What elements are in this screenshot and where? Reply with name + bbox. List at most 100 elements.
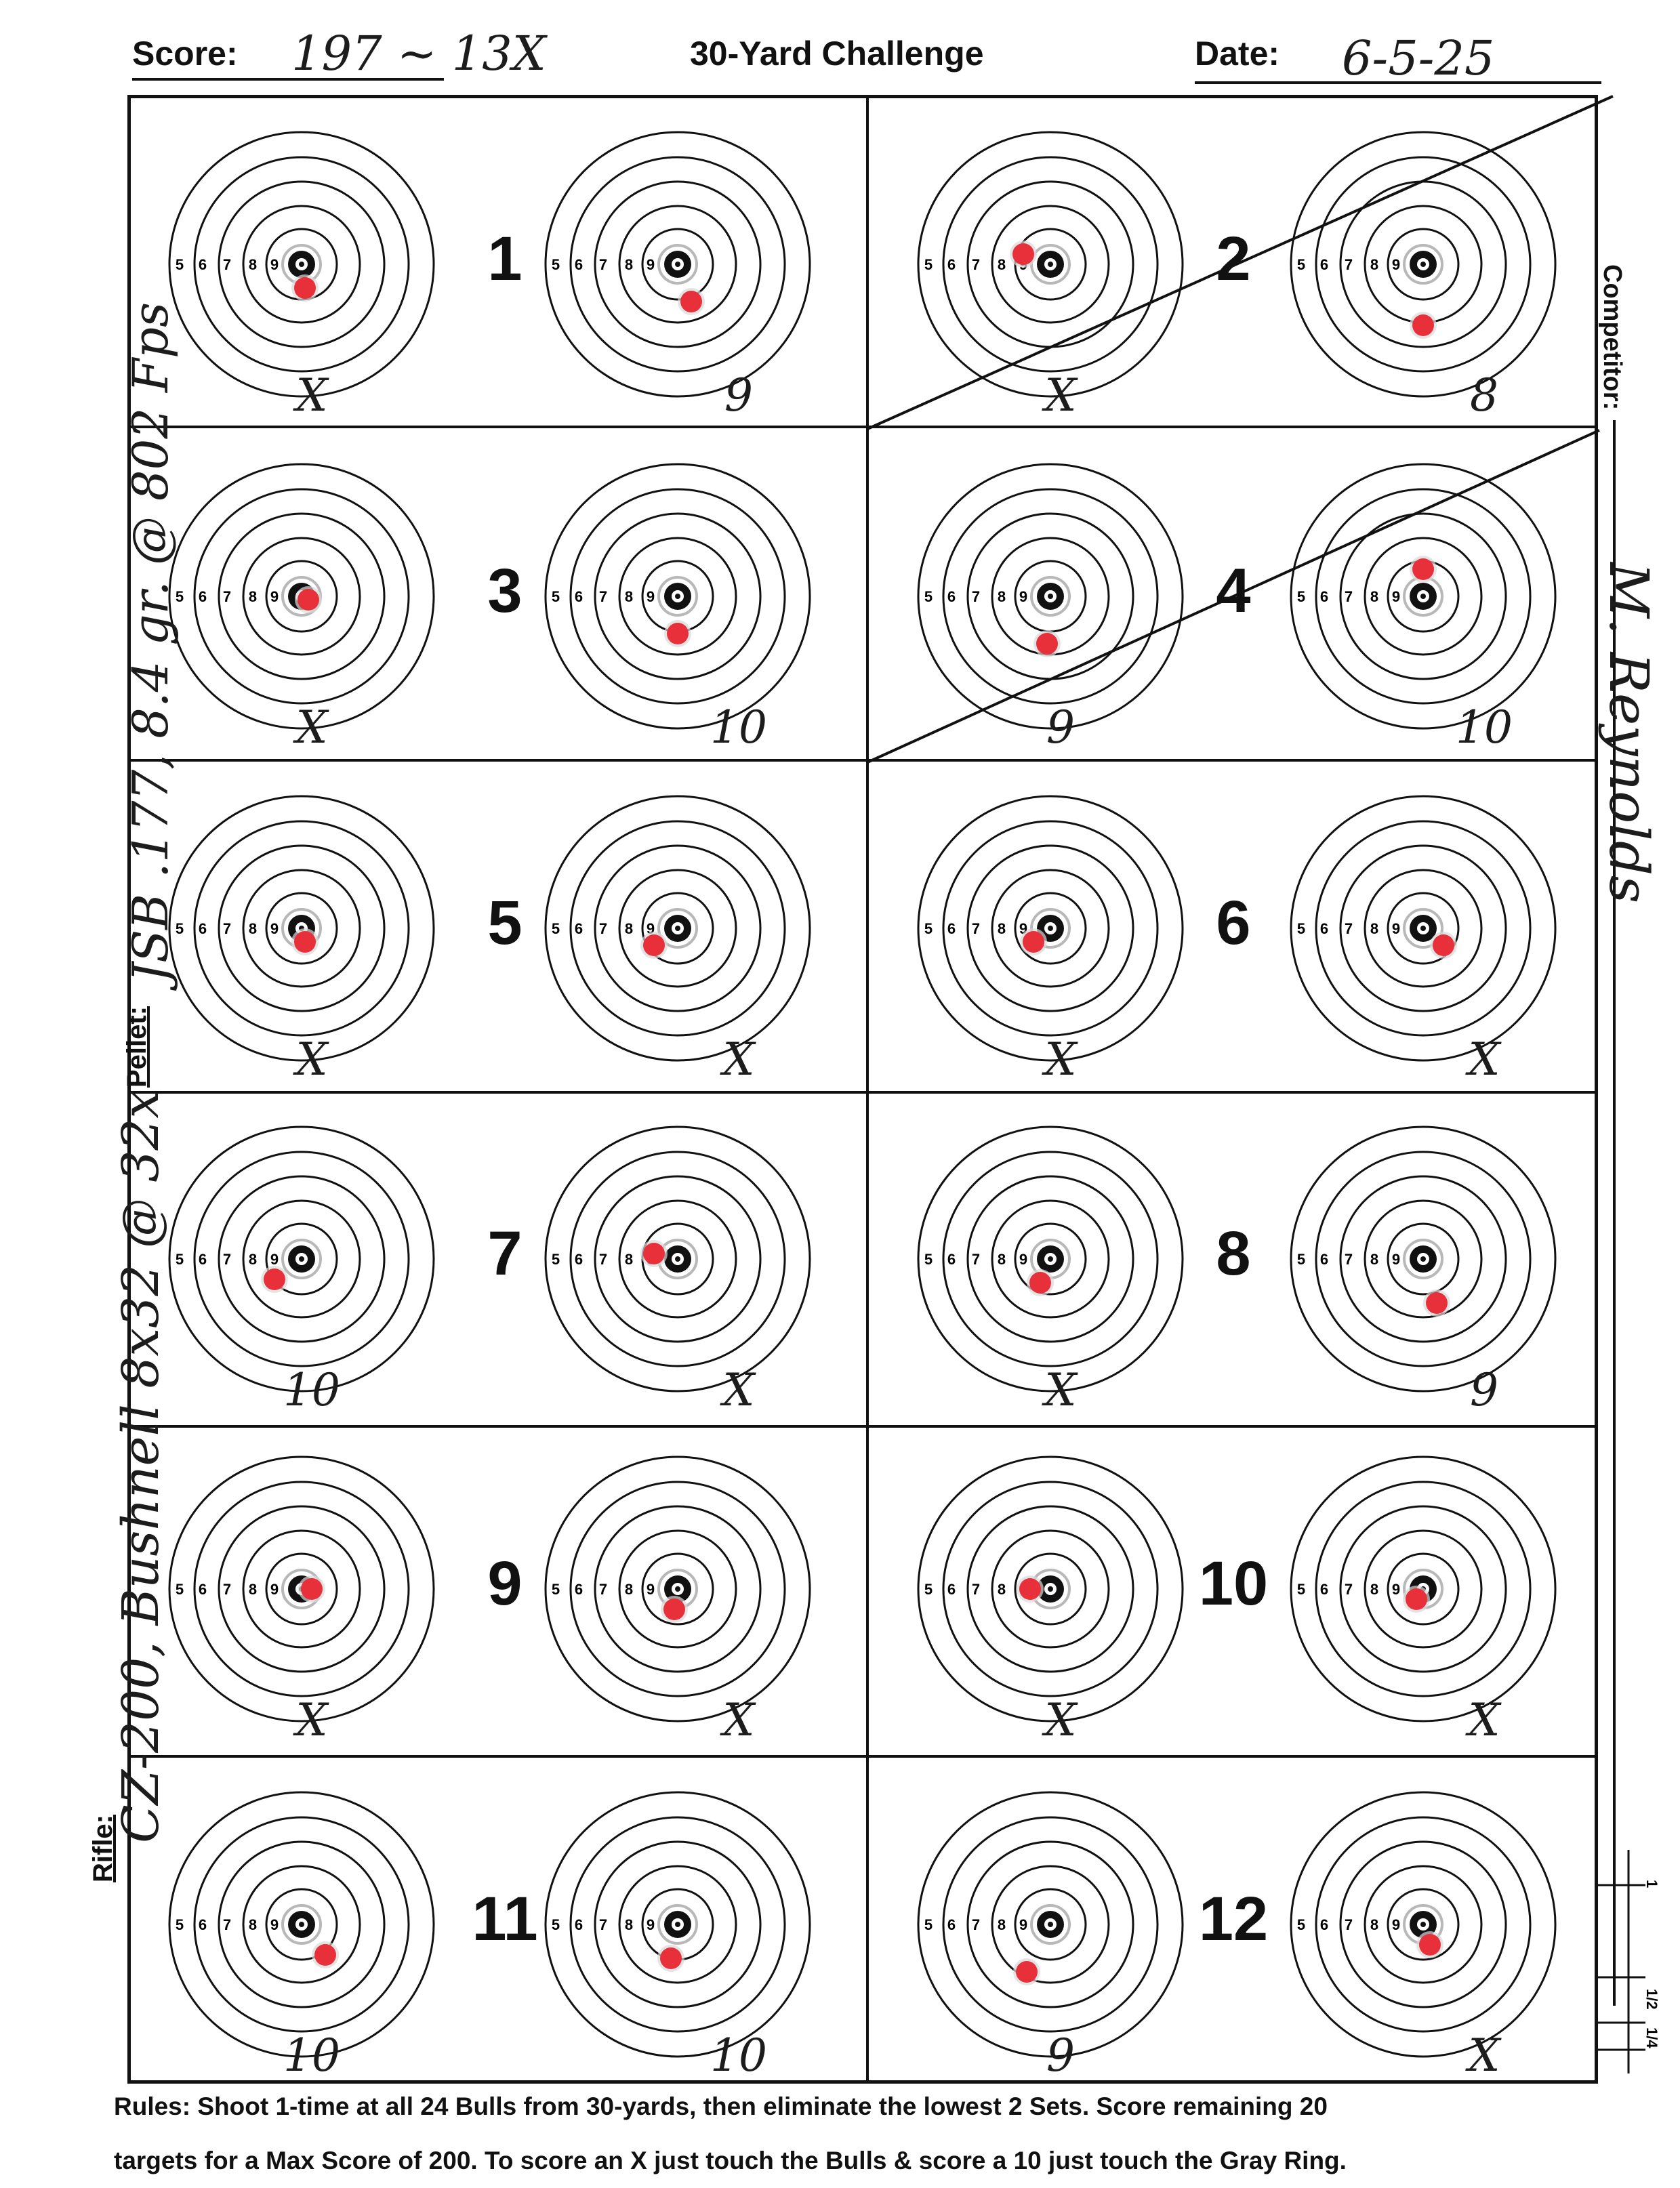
ring-label: 9 (1392, 1916, 1400, 1933)
ring-label: 8 (1370, 256, 1378, 273)
pellet-hole (667, 623, 689, 644)
ring-label: 7 (599, 920, 607, 937)
set-number: 11 (472, 1884, 538, 1954)
ring-label: 7 (1345, 588, 1353, 605)
ring-label: 9 (270, 920, 279, 937)
score-mark: 10 (283, 1364, 340, 1416)
ring-label: 5 (1297, 1251, 1305, 1268)
score-mark: X (295, 1694, 328, 1746)
ring-label: 5 (924, 1916, 933, 1933)
ring-label: 6 (199, 1251, 207, 1268)
ring-label: 7 (972, 920, 980, 937)
ring-label: 7 (599, 1916, 607, 1933)
score-underline (132, 78, 444, 81)
date-value: 6-5-25 (1342, 30, 1495, 86)
score-mark: 9 (724, 369, 753, 421)
pellet-hole (1029, 1272, 1051, 1294)
ring-label: 9 (1392, 256, 1400, 273)
ring-label: 9 (647, 256, 655, 273)
ring-label: 7 (599, 1251, 607, 1268)
score-mark: 8 (1470, 369, 1498, 421)
scale-label: 1 (1643, 1880, 1660, 1888)
ring-label: 6 (1320, 1251, 1328, 1268)
score-mark: 9 (1046, 2029, 1075, 2082)
ring-label: 7 (223, 1251, 231, 1268)
ring-label: 6 (199, 920, 207, 937)
ring-label: 8 (625, 1581, 633, 1598)
grid-center-divider (866, 95, 869, 2084)
ring-label: 8 (625, 588, 633, 605)
score-mark: X (295, 369, 328, 421)
score-value: 197 ~ 13X (291, 26, 546, 81)
pellet-hole (1433, 934, 1454, 956)
score-mark: X (722, 1364, 755, 1416)
ring-label: 7 (972, 1251, 980, 1268)
ring-label: 5 (176, 256, 184, 273)
ring-label: 9 (647, 588, 655, 605)
ring-label: 5 (1297, 920, 1305, 937)
ring-label: 5 (1297, 256, 1305, 273)
score-mark: X (1044, 1694, 1077, 1746)
pellet-hole (301, 1578, 323, 1600)
set-number: 5 (487, 888, 523, 957)
pellet-hole (298, 589, 319, 611)
ring-label: 8 (1370, 1581, 1378, 1598)
ring-label: 9 (1392, 588, 1400, 605)
rules-line-1: Rules: Shoot 1-time at all 24 Bulls from… (114, 2092, 1328, 2120)
ring-label: 7 (223, 1581, 231, 1598)
set-2-strike (867, 95, 1614, 430)
ring-label: 8 (249, 1916, 257, 1933)
measurement-scale: 1 1/2 1/4 (1598, 1850, 1660, 2073)
ring-label: 6 (1320, 256, 1328, 273)
pellet-label: Pellet: (122, 1006, 152, 1088)
ring-label: 8 (1370, 588, 1378, 605)
score-mark: X (295, 1033, 328, 1086)
ring-label: 6 (1320, 920, 1328, 937)
ring-label: 7 (1345, 1251, 1353, 1268)
competitor-value: M. Reynolds (1597, 562, 1660, 904)
ring-label: 7 (972, 1916, 980, 1933)
ring-label: 8 (998, 588, 1006, 605)
ring-label: 5 (924, 588, 933, 605)
grid-row-divider (127, 426, 1598, 428)
ring-label: 8 (998, 1251, 1006, 1268)
ring-label: 7 (1345, 1916, 1353, 1933)
ring-label: 8 (1370, 1916, 1378, 1933)
ring-label: 9 (270, 256, 279, 273)
ring-label: 8 (249, 1251, 257, 1268)
pellet-hole (264, 1268, 285, 1290)
ring-label: 6 (575, 1916, 583, 1933)
competitor-label: Competitor: (1598, 264, 1626, 411)
ring-label: 5 (552, 1581, 560, 1598)
pellet-hole (1419, 1934, 1441, 1956)
ring-label: 5 (176, 1251, 184, 1268)
pellet-hole (680, 291, 702, 312)
ring-label: 9 (1392, 1581, 1400, 1598)
ring-label: 9 (270, 1251, 279, 1268)
score-mark: X (295, 701, 328, 754)
date-underline (1195, 81, 1601, 84)
ring-label: 9 (647, 1581, 655, 1598)
pellet-hole (643, 934, 665, 956)
ring-label: 8 (625, 1251, 633, 1268)
ring-label: 9 (1019, 1916, 1027, 1933)
ring-label: 7 (599, 1581, 607, 1598)
sheet-title: 30-Yard Challenge (690, 35, 984, 73)
rifle-value: CZ-200, Bushnell 8x32 @ 32x (112, 1090, 170, 1843)
ring-label: 5 (924, 1581, 933, 1598)
ring-label: 6 (947, 588, 956, 605)
ring-label: 7 (1345, 920, 1353, 937)
pellet-hole (663, 1598, 685, 1620)
pellet-hole (294, 931, 316, 953)
